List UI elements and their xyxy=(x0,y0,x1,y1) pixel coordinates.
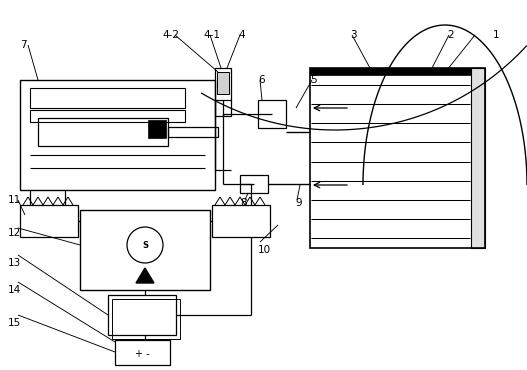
Text: 7: 7 xyxy=(20,40,27,50)
Bar xyxy=(471,68,485,248)
Text: S: S xyxy=(142,240,148,249)
Bar xyxy=(112,299,180,339)
Bar xyxy=(310,68,471,75)
Bar xyxy=(115,340,170,365)
Text: 4-2: 4-2 xyxy=(162,30,179,40)
Text: 12: 12 xyxy=(8,228,21,238)
Bar xyxy=(30,88,185,108)
Text: 9: 9 xyxy=(295,198,301,208)
Bar xyxy=(20,205,78,237)
Bar xyxy=(168,127,218,137)
Text: 6: 6 xyxy=(258,75,265,85)
Text: 11: 11 xyxy=(8,195,21,205)
Bar xyxy=(240,175,268,193)
Polygon shape xyxy=(136,268,154,283)
Text: + -: + - xyxy=(135,349,149,359)
Bar xyxy=(148,120,166,138)
Bar xyxy=(30,110,185,122)
Text: 5: 5 xyxy=(310,75,317,85)
Bar xyxy=(310,68,485,248)
Text: 2: 2 xyxy=(447,30,454,40)
Bar xyxy=(20,80,215,190)
Text: 1: 1 xyxy=(493,30,500,40)
Text: 3: 3 xyxy=(350,30,357,40)
Bar xyxy=(258,100,286,128)
Bar xyxy=(80,210,210,290)
Bar xyxy=(215,68,231,116)
Text: 13: 13 xyxy=(8,258,21,268)
Text: 8: 8 xyxy=(240,198,247,208)
Bar xyxy=(38,118,168,146)
Text: 14: 14 xyxy=(8,285,21,295)
Text: 4: 4 xyxy=(238,30,245,40)
Bar xyxy=(217,72,229,94)
Text: 4-1: 4-1 xyxy=(203,30,220,40)
Bar xyxy=(108,295,176,335)
Bar xyxy=(212,205,270,237)
Text: 10: 10 xyxy=(258,245,271,255)
Text: 15: 15 xyxy=(8,318,21,328)
